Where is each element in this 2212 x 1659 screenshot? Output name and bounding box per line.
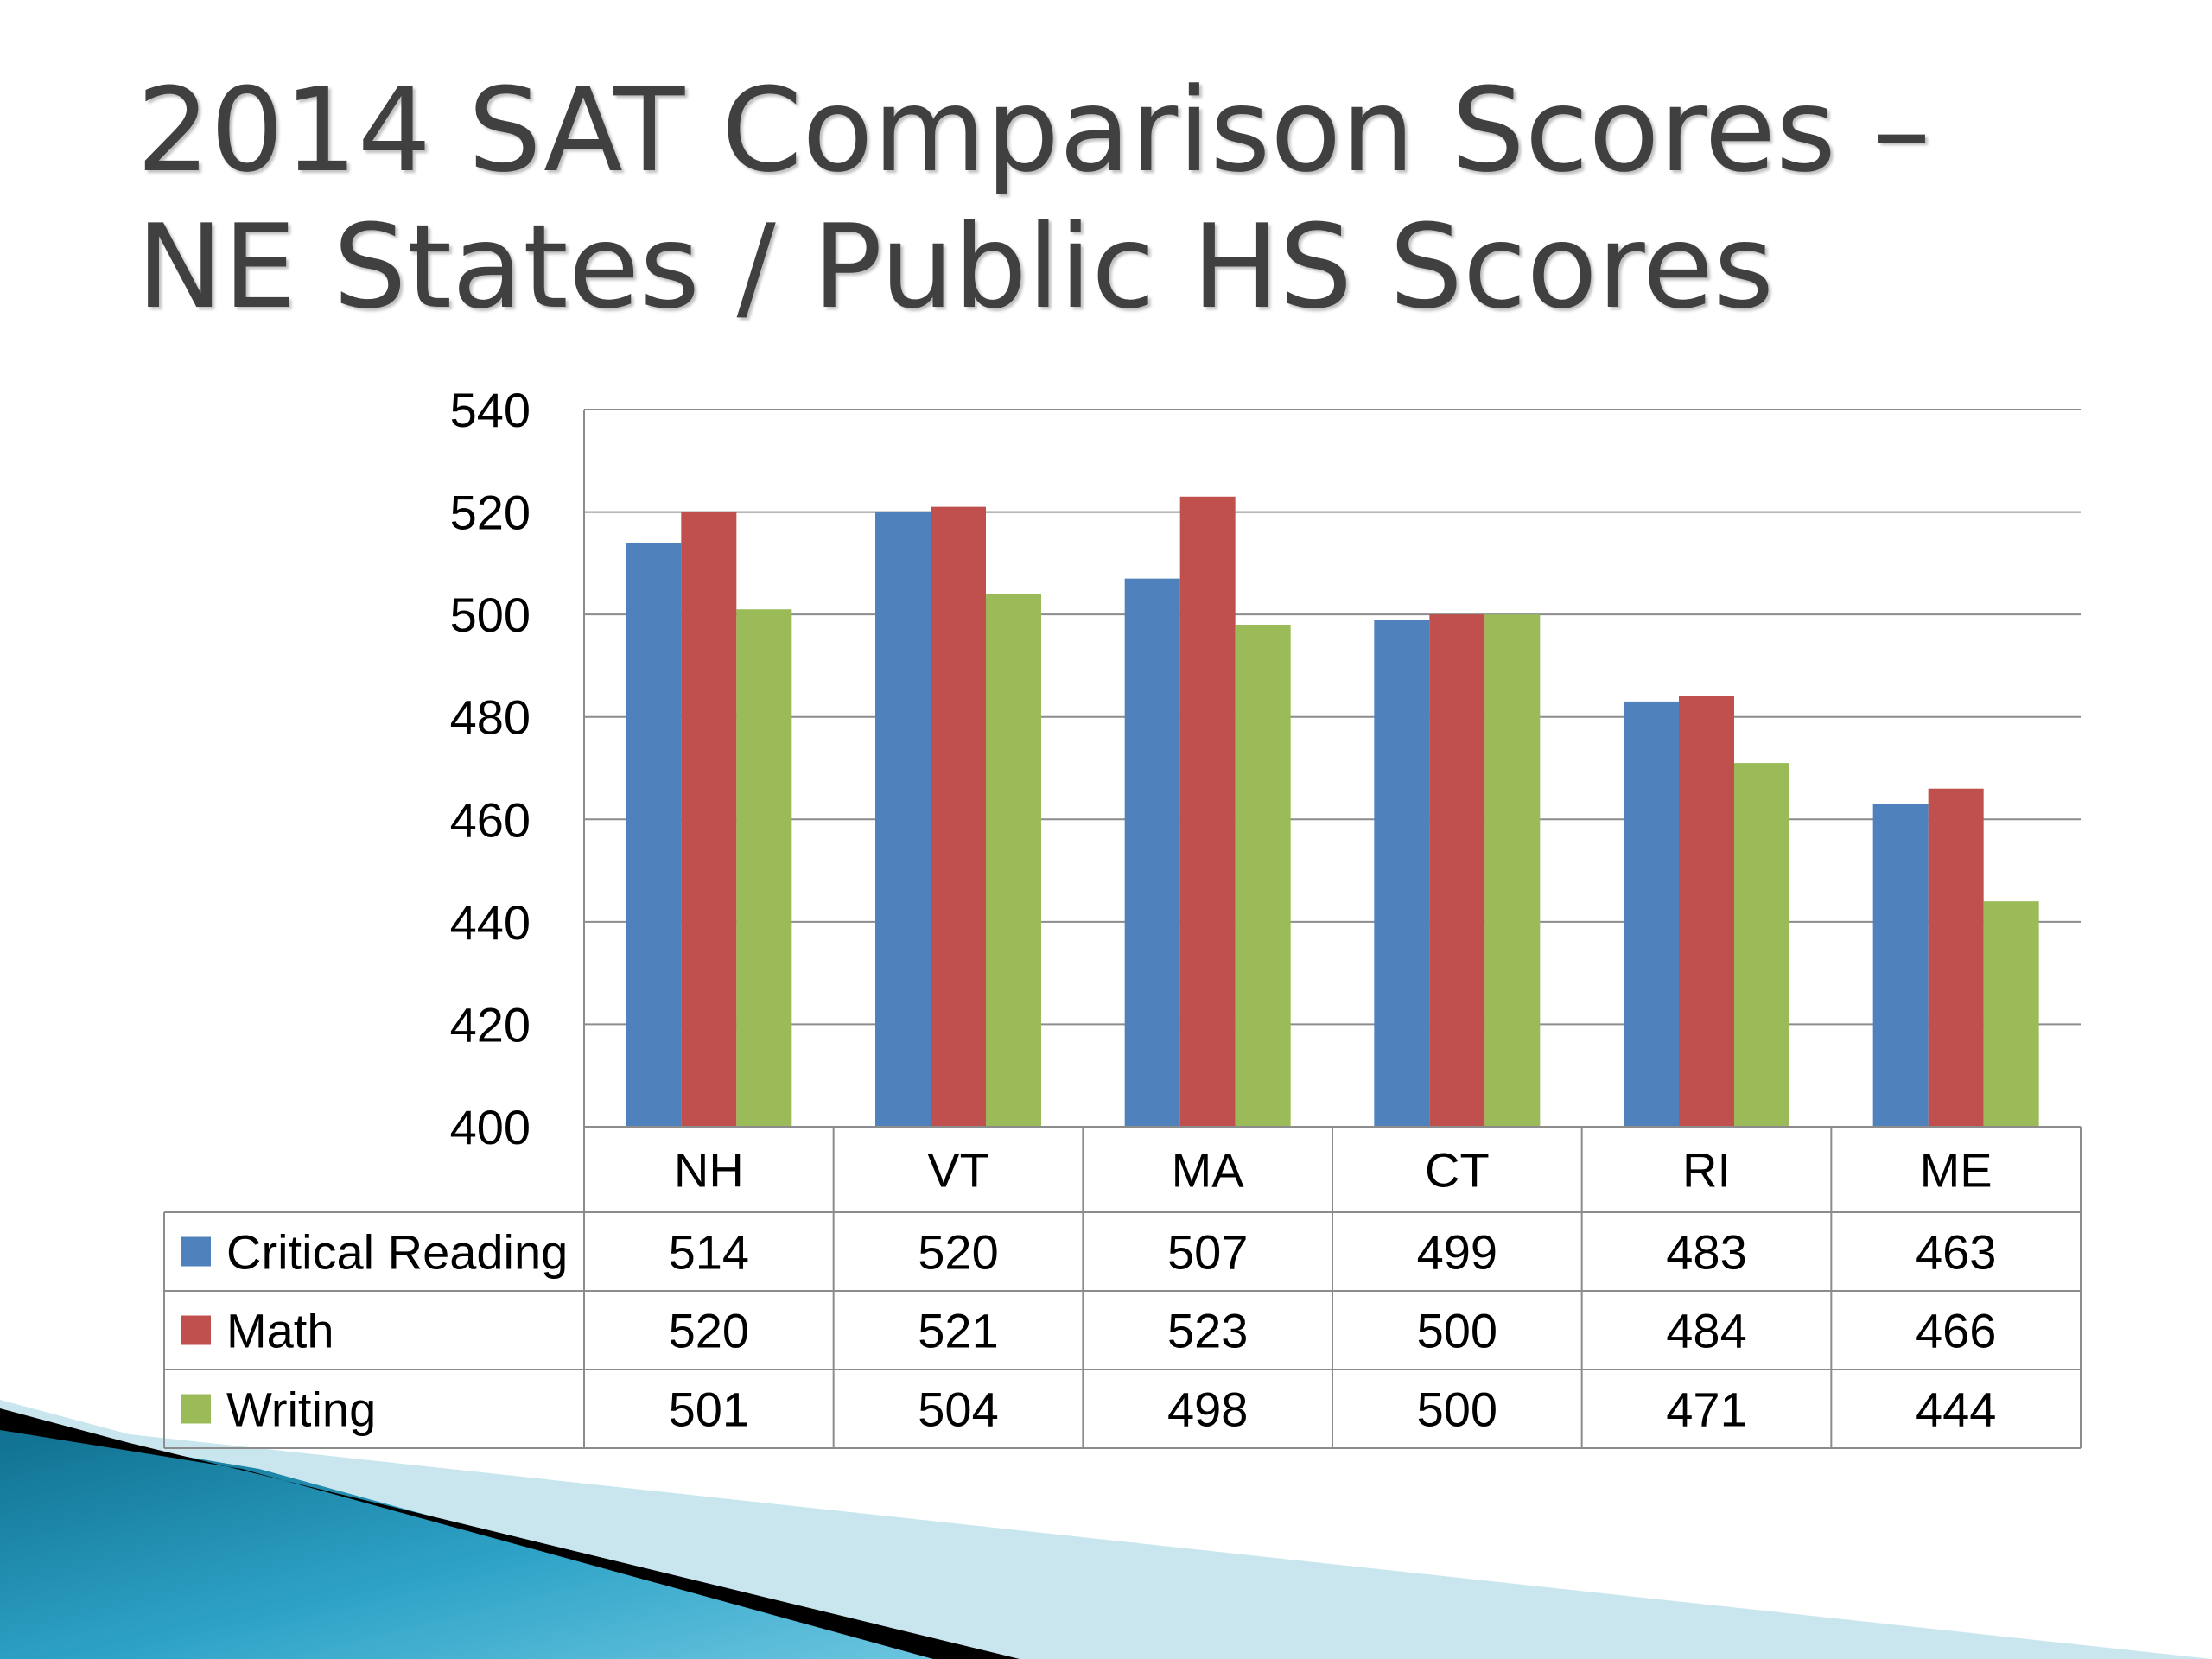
table-cell-value: 500 xyxy=(1417,1304,1497,1358)
y-tick-label: 480 xyxy=(450,690,531,745)
table-cell-value: 521 xyxy=(918,1304,998,1358)
x-category-label: RI xyxy=(1682,1143,1731,1198)
slide-title: 2014 SAT Comparison Scores – NE States /… xyxy=(137,62,2124,335)
table-cell-value: 471 xyxy=(1666,1382,1746,1437)
y-tick-label: 540 xyxy=(450,383,531,437)
bar xyxy=(875,512,931,1127)
slide-title-line-1: 2014 SAT Comparison Scores – xyxy=(137,63,1931,198)
table-cell-value: 500 xyxy=(1417,1382,1497,1437)
table-cell-value: 514 xyxy=(669,1225,749,1280)
bar xyxy=(1679,696,1734,1127)
chart-plot-area: 400 420 440 460 480 500 520 540 xyxy=(450,383,2081,1154)
x-category-label: CT xyxy=(1425,1143,1490,1198)
slide-decoration xyxy=(0,1400,2212,1659)
table-cell-value: 504 xyxy=(918,1382,998,1437)
table-cell-value: 501 xyxy=(669,1382,749,1437)
bar xyxy=(1374,620,1430,1127)
x-category-label: VT xyxy=(927,1143,989,1198)
legend-label: Critical Reading xyxy=(226,1225,568,1280)
legend-key xyxy=(181,1394,211,1424)
bar xyxy=(1484,614,1541,1127)
legend-key xyxy=(181,1315,211,1345)
bar xyxy=(1928,788,1984,1127)
y-tick-label: 500 xyxy=(450,588,531,642)
table-cell-value: 484 xyxy=(1666,1304,1746,1358)
table-cell-value: 483 xyxy=(1666,1225,1746,1280)
bar xyxy=(1624,701,1679,1127)
y-tick-label: 520 xyxy=(450,486,531,540)
legend-label: Writing xyxy=(226,1382,376,1437)
table-cell-value: 466 xyxy=(1916,1304,1996,1358)
table-cell-value: 444 xyxy=(1916,1382,1996,1437)
x-category-label: ME xyxy=(1920,1143,1993,1198)
slide-title-line-2: NE States / Public HS Scores xyxy=(137,200,1775,334)
table-cell-value: 463 xyxy=(1916,1225,1996,1280)
bar xyxy=(1179,496,1236,1127)
y-tick-label: 420 xyxy=(450,997,531,1052)
x-category-label: NH xyxy=(674,1143,744,1198)
bar xyxy=(1124,578,1180,1127)
table-cell-value: 520 xyxy=(669,1304,749,1358)
chart-data-table: NH VT MA CT RI ME Critical Reading 514 520 507 499… xyxy=(163,1126,2082,1449)
x-category-label: MA xyxy=(1172,1143,1245,1198)
decor-teal-wedge xyxy=(0,1426,950,1659)
bar xyxy=(681,512,737,1127)
table-cell-value: 499 xyxy=(1417,1225,1497,1280)
table-cell-value: 523 xyxy=(1167,1304,1248,1358)
bar xyxy=(1872,804,1929,1127)
y-tick-label: 460 xyxy=(450,792,531,847)
bar xyxy=(736,609,792,1127)
bar xyxy=(1734,763,1789,1127)
bar xyxy=(931,506,986,1127)
bar xyxy=(1235,625,1291,1127)
legend-label: Math xyxy=(226,1304,334,1358)
legend-key xyxy=(181,1236,211,1267)
bar xyxy=(626,543,682,1127)
table-cell-value: 507 xyxy=(1167,1225,1248,1280)
bar xyxy=(1429,614,1485,1127)
bar xyxy=(1983,901,2039,1127)
bar xyxy=(986,594,1041,1127)
y-tick-label: 400 xyxy=(450,1100,531,1154)
table-cell-value: 520 xyxy=(918,1225,998,1280)
table-cell-value: 498 xyxy=(1167,1382,1248,1437)
y-tick-label: 440 xyxy=(450,895,531,950)
